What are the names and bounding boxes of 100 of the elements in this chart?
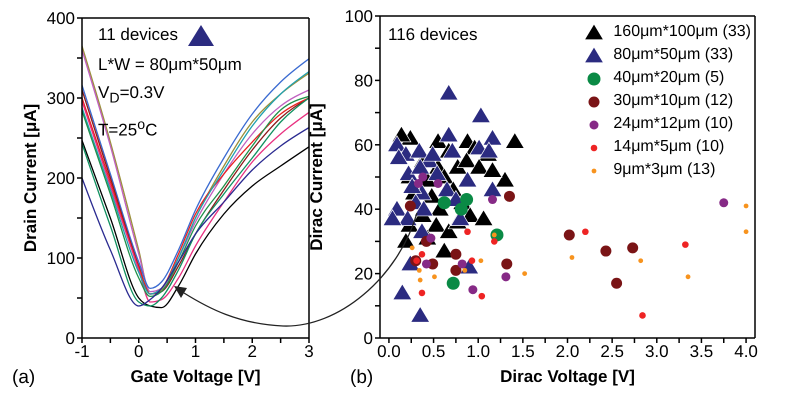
x-tick-label: 0.5 bbox=[422, 342, 446, 362]
point bbox=[422, 259, 431, 268]
y-tick-label: 0 bbox=[66, 329, 75, 348]
point bbox=[456, 152, 476, 168]
point bbox=[414, 200, 434, 216]
x-axis-title: Gate Voltage [V] bbox=[130, 367, 261, 386]
point bbox=[416, 268, 422, 273]
legend-label: 14μm*5μm (10) bbox=[613, 137, 724, 157]
y-tick-label: 20 bbox=[354, 264, 373, 284]
point bbox=[468, 257, 476, 264]
x-tick-label: 1.5 bbox=[511, 342, 535, 362]
point bbox=[488, 195, 497, 204]
point bbox=[450, 264, 462, 276]
point bbox=[495, 170, 515, 188]
point bbox=[570, 255, 574, 260]
point bbox=[388, 148, 409, 165]
legend-label: 9μm*3μm (13) bbox=[613, 160, 716, 180]
point bbox=[471, 106, 491, 123]
point bbox=[382, 210, 402, 226]
y-tick-label: 80 bbox=[354, 71, 373, 90]
point bbox=[438, 196, 451, 210]
y-tick-label: 100 bbox=[344, 7, 373, 26]
point bbox=[505, 132, 525, 149]
point bbox=[432, 274, 437, 280]
point bbox=[462, 268, 468, 273]
annotation: L*W = 80μm*50μm bbox=[98, 55, 242, 74]
text: (a) bbox=[12, 367, 36, 388]
y-tick-label: 400 bbox=[46, 9, 75, 28]
point bbox=[627, 242, 638, 254]
x-tick-label: 1.0 bbox=[466, 342, 490, 362]
y-tick-label: 300 bbox=[46, 89, 75, 108]
y-tick-label: 40 bbox=[354, 200, 373, 220]
x-tick-label: 0.0 bbox=[377, 342, 401, 362]
point bbox=[410, 158, 430, 174]
x-tick-label: 2.5 bbox=[600, 342, 624, 362]
point bbox=[638, 258, 644, 264]
point bbox=[478, 258, 484, 264]
point bbox=[418, 278, 423, 282]
y-axis-title: Drain Current [μA] bbox=[21, 104, 40, 252]
point bbox=[482, 129, 502, 146]
point bbox=[501, 272, 510, 282]
point bbox=[482, 161, 502, 178]
point bbox=[639, 312, 646, 319]
point bbox=[564, 229, 575, 240]
point bbox=[686, 274, 690, 280]
point bbox=[482, 180, 502, 197]
point bbox=[468, 285, 478, 294]
point bbox=[522, 271, 528, 276]
point bbox=[410, 306, 430, 323]
x-tick-label: 3.5 bbox=[690, 342, 714, 362]
x-tick-label: 3.0 bbox=[644, 342, 669, 362]
x-tick-label: 1 bbox=[190, 342, 200, 362]
y-tick-label: 0 bbox=[364, 329, 373, 348]
y-tick-label: 200 bbox=[46, 169, 75, 188]
x-tick-label: 2.0 bbox=[556, 342, 580, 362]
point bbox=[682, 241, 689, 248]
y-axis-title: Dirac Current [μA] bbox=[307, 103, 326, 251]
legend-label: 160μm*100μm (33) bbox=[613, 22, 751, 42]
point bbox=[434, 178, 443, 188]
point bbox=[446, 276, 460, 290]
point bbox=[458, 170, 478, 188]
point bbox=[464, 228, 471, 236]
annotation: 11 devices bbox=[98, 25, 178, 44]
annotation: 116 devices bbox=[388, 25, 478, 44]
point bbox=[418, 172, 428, 182]
point bbox=[490, 238, 498, 245]
y-tick-label: 100 bbox=[46, 249, 75, 268]
point bbox=[438, 126, 459, 142]
point bbox=[744, 229, 748, 234]
point bbox=[454, 202, 468, 216]
text: (b) bbox=[350, 367, 374, 388]
x-tick-label: 0 bbox=[134, 342, 144, 362]
point bbox=[404, 200, 416, 212]
point bbox=[744, 204, 748, 208]
point bbox=[611, 278, 622, 289]
x-tick-label: 4.0 bbox=[734, 342, 758, 362]
point bbox=[427, 164, 447, 181]
point bbox=[501, 258, 512, 270]
point bbox=[438, 222, 459, 239]
legend-label: 30μm*10μm (12) bbox=[613, 91, 734, 111]
legend-label: 40μm*20μm (5) bbox=[613, 68, 724, 88]
x-axis-title: Dirac Voltage [V] bbox=[500, 367, 635, 386]
x-tick-label: -1 bbox=[74, 342, 90, 362]
point bbox=[414, 178, 423, 188]
point bbox=[438, 84, 459, 100]
x-tick-label: 3 bbox=[304, 342, 314, 362]
point bbox=[392, 284, 412, 300]
point bbox=[582, 228, 589, 236]
legend-label: 80μm*50μm (33) bbox=[613, 45, 734, 65]
point bbox=[600, 246, 612, 257]
point bbox=[719, 198, 728, 208]
point bbox=[504, 190, 515, 202]
point bbox=[450, 248, 462, 260]
point bbox=[422, 145, 442, 162]
point bbox=[474, 210, 494, 226]
point bbox=[418, 290, 426, 296]
point bbox=[460, 193, 474, 206]
point bbox=[478, 292, 486, 300]
point bbox=[442, 142, 462, 158]
point bbox=[479, 142, 499, 158]
